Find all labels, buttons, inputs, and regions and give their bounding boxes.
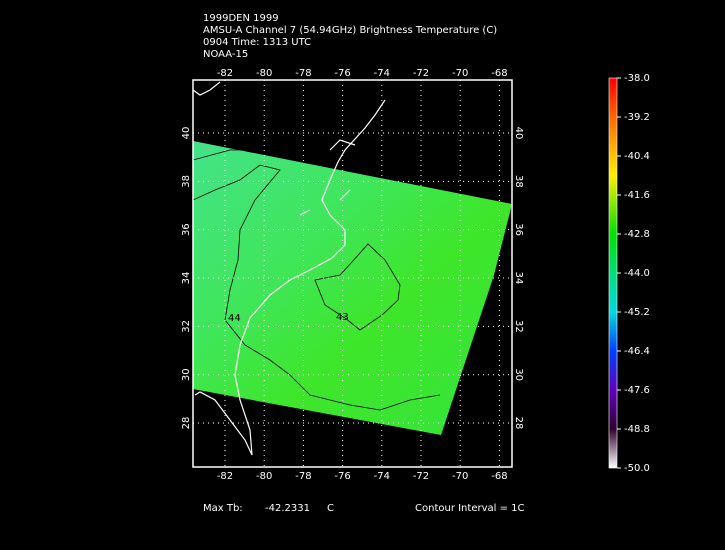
colorbar-ticks: -38.0 -39.2 -40.4 -41.6 -42.8 -44.0 -45.2 -46.4… (617, 73, 650, 474)
lat-label-left: 40 (181, 127, 192, 140)
lon-label-top: -80 (256, 68, 272, 79)
map-frame (192, 79, 513, 468)
contour-label: 43 (336, 312, 349, 323)
lat-label-left: 30 (181, 368, 192, 381)
max-unit: C (327, 503, 334, 514)
lon-label-top: -72 (413, 68, 429, 79)
lon-label-top: -74 (374, 68, 390, 79)
lat-label-left: 28 (181, 417, 192, 430)
map-ticks: -82 -82 -80 -80 -78 -78 -76 -76 -74 -74 -72 -72 -70 -… (181, 68, 524, 482)
lon-label-bottom: -80 (256, 471, 272, 482)
lon-label-top: -70 (452, 68, 468, 79)
title-line: AMSU-A Channel 7 (54.94GHz) Brightness T… (203, 25, 497, 36)
lat-label-left: 32 (181, 320, 192, 333)
lon-label-bottom: -82 (217, 471, 233, 482)
title-line: 0904 Time: 1313 UTC (203, 37, 311, 48)
lat-label-right: 28 (513, 417, 524, 430)
colorbar-label: -44.0 (624, 268, 650, 279)
lon-label-top: -76 (334, 68, 350, 79)
colorbar-label: -42.8 (624, 229, 650, 240)
lat-label-right: 30 (513, 368, 524, 381)
graticule (193, 80, 512, 467)
data-swath (193, 141, 512, 435)
lat-label-right: 40 (513, 127, 524, 140)
colorbar-label: -38.0 (624, 73, 650, 84)
max-label: Max Tb: (203, 503, 243, 514)
lat-label-right: 32 (513, 320, 524, 333)
lon-label-bottom: -74 (374, 471, 390, 482)
contours (192, 149, 441, 411)
title-line: NOAA-15 (203, 49, 248, 60)
lat-label-right: 34 (513, 272, 524, 285)
lon-label-bottom: -70 (452, 471, 468, 482)
lon-label-top: -68 (491, 68, 507, 79)
colorbar-label: -39.2 (624, 112, 650, 123)
lon-label-bottom: -76 (334, 471, 350, 482)
title-line: 1999DEN 1999 (203, 13, 279, 24)
colorbar-label: -40.4 (624, 151, 650, 162)
lat-label-right: 38 (513, 175, 524, 188)
colorbar-label: -50.0 (624, 463, 650, 474)
max-value: -42.2331 (265, 503, 310, 514)
colorbar-label: -45.2 (624, 307, 650, 318)
contour-label: 44 (228, 313, 241, 324)
lon-label-bottom: -72 (413, 471, 429, 482)
lon-label-top: -78 (295, 68, 311, 79)
lat-label-left: 38 (181, 175, 192, 188)
lat-label-left: 36 (181, 223, 192, 236)
lat-label-right: 36 (513, 223, 524, 236)
lon-label-bottom: -68 (491, 471, 507, 482)
colorbar-label: -41.6 (624, 190, 650, 201)
coastline (192, 81, 386, 456)
colorbar (608, 77, 618, 469)
lat-label-left: 34 (181, 272, 192, 285)
contour-interval: Contour Interval = 1C (415, 503, 525, 514)
colorbar-label: -47.6 (624, 385, 650, 396)
colorbar-label: -48.8 (624, 424, 650, 435)
colorbar-label: -46.4 (624, 346, 650, 357)
lon-label-top: -82 (217, 68, 233, 79)
lon-label-bottom: -78 (295, 471, 311, 482)
